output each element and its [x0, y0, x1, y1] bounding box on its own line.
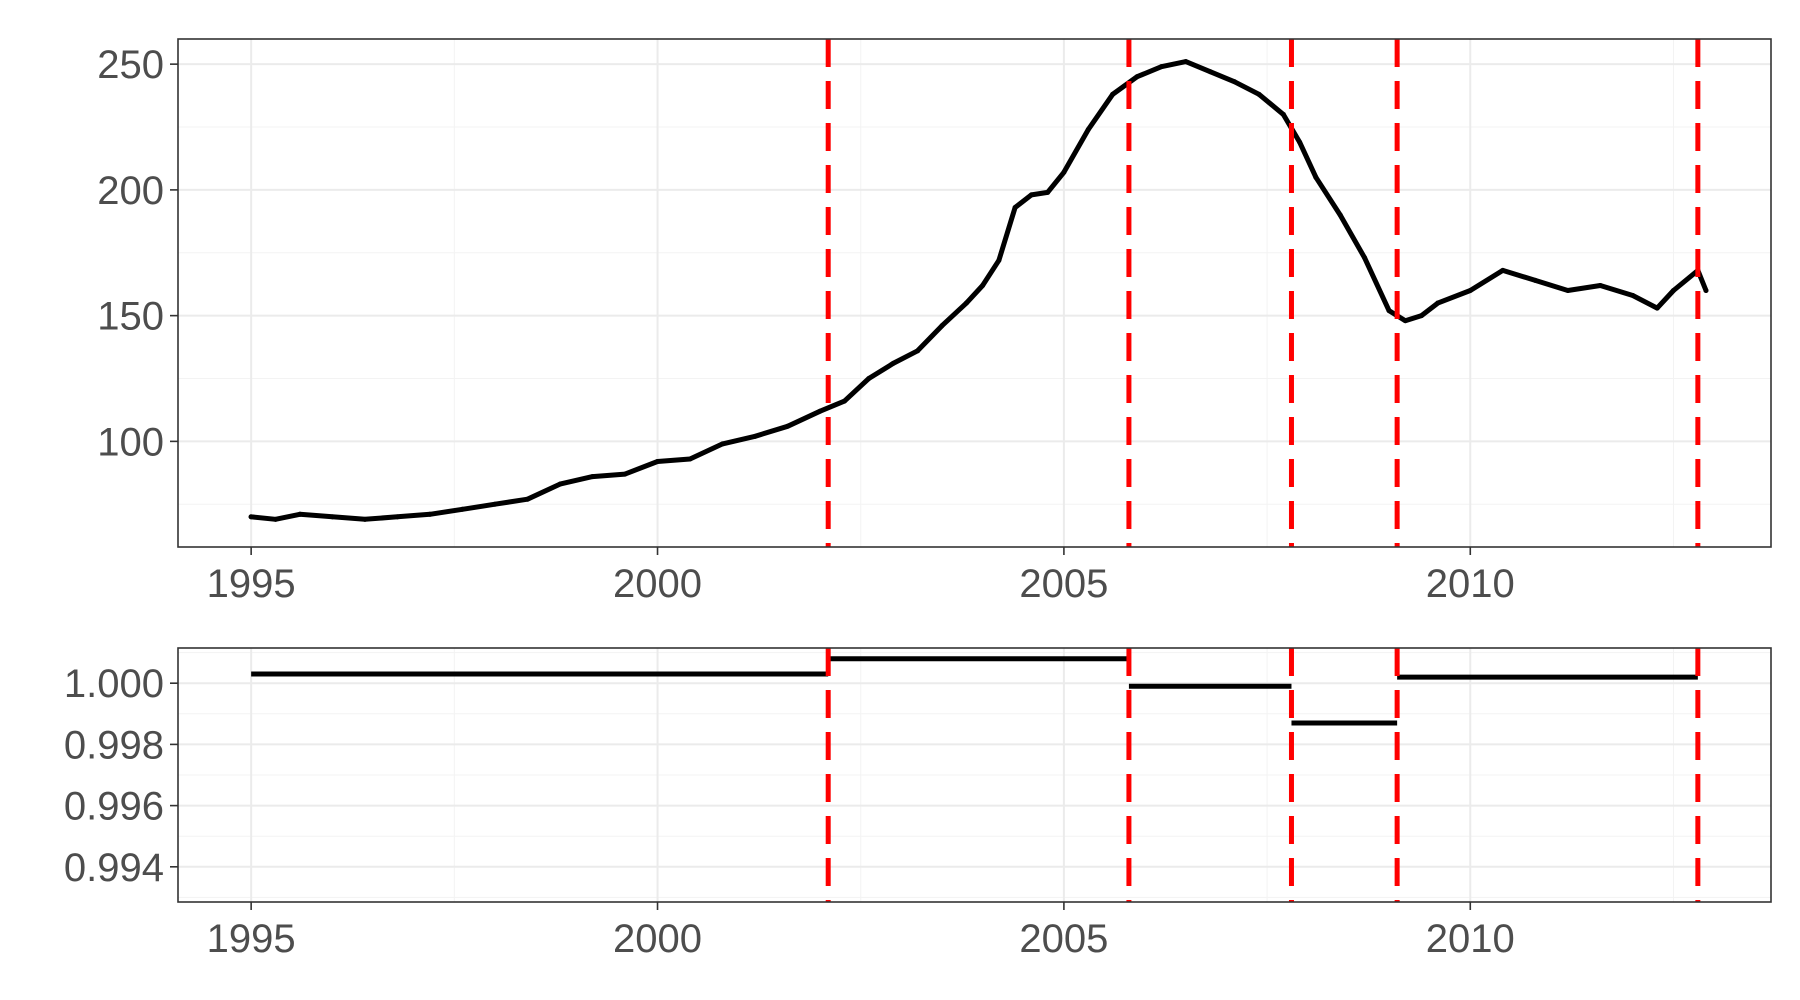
top-data-point — [492, 501, 498, 507]
top-data-point — [362, 516, 368, 522]
top-data-point — [1500, 267, 1506, 273]
top-x-tick-label: 2000 — [613, 562, 702, 606]
top-data-point — [1280, 111, 1286, 117]
top-data-point — [1435, 300, 1441, 306]
top-x-tick-label: 2005 — [1019, 562, 1108, 606]
top-data-point — [1012, 204, 1018, 210]
bottom-x-tick-label: 2000 — [613, 917, 702, 961]
top-data-point — [1061, 169, 1067, 175]
bottom-x-tick-label: 1995 — [207, 917, 296, 961]
bottom-y-tick-label: 0.994 — [64, 846, 164, 890]
top-data-point — [1256, 91, 1262, 97]
top-data-point — [980, 282, 986, 288]
top-data-point — [1703, 287, 1709, 293]
top-data-point — [1297, 139, 1303, 145]
top-y-tick-label: 250 — [97, 43, 164, 87]
top-panel: 1995 2000 2005 2010 100 150 200 250 — [97, 38, 1772, 606]
top-data-point — [890, 360, 896, 366]
top-data-point — [1565, 287, 1571, 293]
top-data-point — [841, 398, 847, 404]
bottom-x-tick-label: 2010 — [1426, 917, 1515, 961]
top-data-point — [1183, 59, 1189, 65]
top-data-point — [1110, 91, 1116, 97]
top-data-point — [1654, 305, 1660, 311]
top-data-point — [963, 300, 969, 306]
top-data-point — [1467, 287, 1473, 293]
top-data-point — [1402, 318, 1408, 324]
top-data-point — [427, 511, 433, 517]
top-data-point — [817, 408, 823, 414]
top-data-point — [1232, 79, 1238, 85]
top-data-point — [939, 323, 945, 329]
top-panel-border — [177, 38, 1772, 548]
top-data-point — [297, 511, 303, 517]
top-data-point — [1630, 293, 1636, 299]
top-data-point — [785, 423, 791, 429]
top-data-point — [687, 456, 693, 462]
top-data-point — [1045, 189, 1051, 195]
top-data-point — [1597, 282, 1603, 288]
top-data-point — [996, 257, 1002, 263]
top-data-point — [459, 506, 465, 512]
top-x-tick-label: 1995 — [207, 562, 296, 606]
top-data-point — [1532, 277, 1538, 283]
top-data-point — [915, 348, 921, 354]
top-data-point — [866, 376, 872, 382]
top-y-tick-label: 150 — [97, 295, 164, 339]
top-data-point — [524, 496, 530, 502]
top-series-line — [248, 59, 1709, 522]
top-data-point — [1085, 127, 1091, 133]
top-data-point — [1362, 255, 1368, 261]
top-data-point — [1134, 74, 1140, 80]
top-x-tick-label: 2010 — [1426, 562, 1515, 606]
bottom-x-tick-label: 2005 — [1019, 917, 1108, 961]
top-data-point — [590, 474, 596, 480]
bottom-panel-border — [177, 647, 1772, 903]
top-data-point — [557, 481, 563, 487]
top-data-point — [752, 433, 758, 439]
bottom-y-tick-label: 0.998 — [64, 723, 164, 767]
top-y-tick-label: 100 — [97, 420, 164, 464]
bottom-panel: 1995 2000 2005 2010 0.994 0.996 0.998 1.000 — [64, 647, 1772, 961]
top-data-point — [1207, 69, 1213, 75]
bottom-y-tick-label: 1.000 — [64, 662, 164, 706]
top-data-point — [248, 514, 254, 520]
top-data-point — [655, 458, 661, 464]
top-data-point — [1313, 174, 1319, 180]
top-data-point — [1419, 313, 1425, 319]
top-data-point — [1158, 64, 1164, 70]
top-data-point — [273, 516, 279, 522]
bottom-y-tick-label: 0.996 — [64, 785, 164, 829]
top-data-point — [720, 441, 726, 447]
top-y-tick-label: 200 — [97, 169, 164, 213]
top-data-point — [622, 471, 628, 477]
top-data-point — [1028, 192, 1034, 198]
top-data-point — [1386, 308, 1392, 314]
top-data-point — [1337, 212, 1343, 218]
top-data-point — [394, 514, 400, 520]
top-data-point — [1670, 287, 1676, 293]
top-data-point — [329, 514, 335, 520]
